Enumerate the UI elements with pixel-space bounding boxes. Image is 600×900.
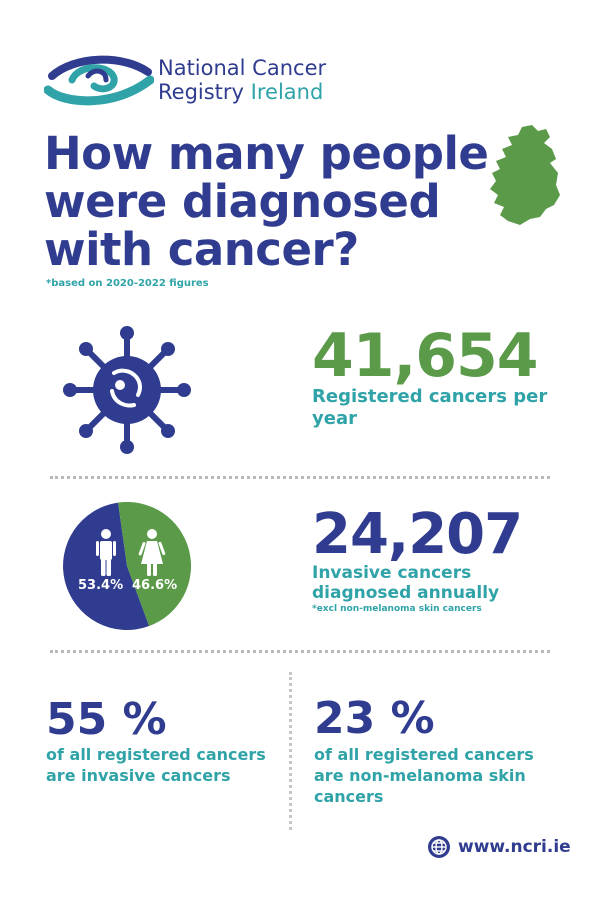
- sex-split-pie: [63, 502, 191, 630]
- page-title: How many people were diagnosed with canc…: [44, 130, 504, 274]
- website-url: www.ncri.ie: [458, 837, 571, 857]
- female-figure-icon: [138, 529, 166, 576]
- male-figure-icon: [96, 529, 116, 576]
- website-link[interactable]: www.ncri.ie: [428, 836, 571, 858]
- registered-cancers-label: Registered cancers per year: [312, 386, 548, 429]
- pie-slice-male: [63, 502, 150, 630]
- logo-registry: Registry: [158, 80, 244, 104]
- logo-ireland: Ireland: [250, 80, 324, 104]
- nmsc-share-label: of all registered cancers are non-melano…: [314, 745, 534, 806]
- nmsc-share-value: 23 %: [314, 693, 435, 744]
- invasive-share-label: of all registered cancers are invasive c…: [46, 745, 266, 785]
- male-percentage: 53.4%: [78, 578, 124, 593]
- registered-cancers-value: 41,654: [312, 321, 539, 391]
- ncri-logo-icon: [44, 55, 154, 106]
- title-line-3: with cancer?: [44, 223, 359, 276]
- cancer-cell-icon: [63, 326, 191, 454]
- figures-footnote: *based on 2020-2022 figures: [46, 278, 209, 289]
- column-divider: [289, 672, 292, 830]
- logo-line-1: National Cancer: [158, 56, 327, 80]
- invasive-cancers-label: Invasive cancers diagnosed annually: [312, 563, 500, 603]
- logo-line-2: Registry Ireland: [158, 80, 326, 104]
- logo-wordmark: National Cancer Registry Ireland: [158, 56, 326, 104]
- invasive-share-value: 55 %: [46, 694, 167, 745]
- section-divider: [50, 650, 550, 653]
- section-divider: [50, 476, 550, 479]
- invasive-cancers-note: *excl non-melanoma skin cancers: [312, 604, 482, 614]
- title-line-2: were diagnosed: [44, 175, 441, 228]
- ireland-map-icon: [490, 125, 560, 225]
- globe-icon: [428, 836, 450, 858]
- female-percentage: 46.6%: [132, 578, 178, 593]
- title-line-1: How many people: [44, 127, 489, 180]
- invasive-cancers-value: 24,207: [312, 502, 523, 567]
